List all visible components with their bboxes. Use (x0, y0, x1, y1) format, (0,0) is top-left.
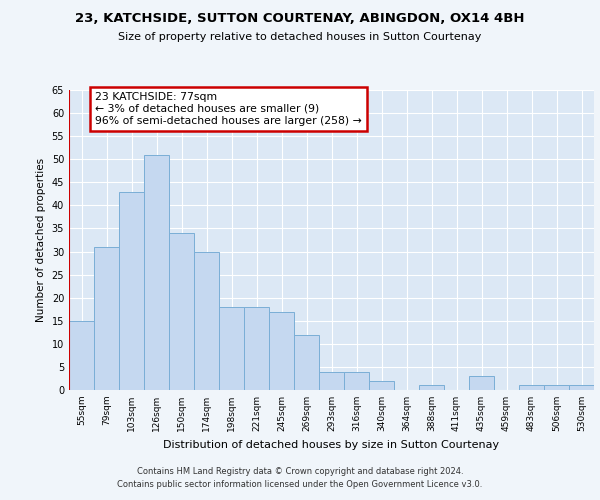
Bar (94, 247, 119, 390)
Bar (469, 376, 494, 390)
Bar (169, 233, 194, 390)
Bar (244, 307, 269, 390)
Bar (369, 381, 394, 390)
Bar (319, 372, 344, 390)
Text: 23 KATCHSIDE: 77sqm
← 3% of detached houses are smaller (9)
96% of semi-detached: 23 KATCHSIDE: 77sqm ← 3% of detached hou… (95, 92, 362, 126)
Text: Size of property relative to detached houses in Sutton Courtenay: Size of property relative to detached ho… (118, 32, 482, 42)
Bar (144, 154, 169, 390)
Bar (219, 307, 244, 390)
Bar (269, 312, 294, 390)
Bar (519, 386, 544, 390)
Bar (119, 192, 144, 390)
Bar (544, 386, 569, 390)
Bar (344, 372, 369, 390)
Text: Contains public sector information licensed under the Open Government Licence v3: Contains public sector information licen… (118, 480, 482, 489)
X-axis label: Distribution of detached houses by size in Sutton Courtenay: Distribution of detached houses by size … (163, 440, 500, 450)
Bar (569, 386, 594, 390)
Text: Contains HM Land Registry data © Crown copyright and database right 2024.: Contains HM Land Registry data © Crown c… (137, 467, 463, 476)
Bar (294, 334, 319, 390)
Bar (419, 386, 444, 390)
Text: 23, KATCHSIDE, SUTTON COURTENAY, ABINGDON, OX14 4BH: 23, KATCHSIDE, SUTTON COURTENAY, ABINGDO… (75, 12, 525, 26)
Bar (194, 252, 219, 390)
Y-axis label: Number of detached properties: Number of detached properties (36, 158, 46, 322)
Bar (69, 321, 94, 390)
